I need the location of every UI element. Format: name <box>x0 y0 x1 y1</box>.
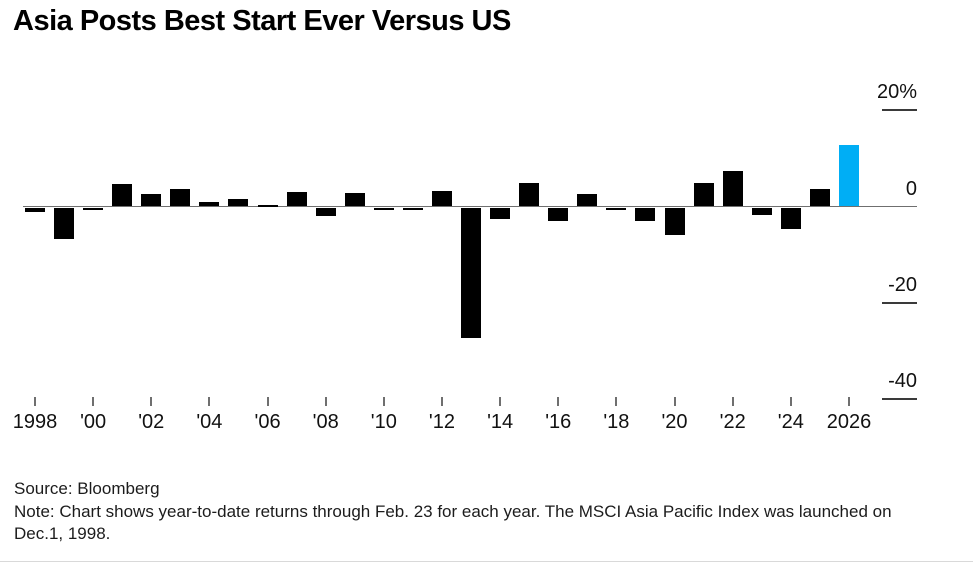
x-axis-label-2010: '10 <box>370 411 397 433</box>
x-axis-label-2026: 2026 <box>826 411 872 433</box>
x-tick-2002 <box>150 397 153 406</box>
y-axis-label--20: -20 <box>888 273 917 296</box>
y-tick-20 <box>882 109 917 112</box>
x-axis-label-2020: '20 <box>661 411 688 433</box>
bar-2004 <box>199 201 220 207</box>
bar-2019 <box>635 207 656 221</box>
x-tick-2018 <box>615 397 618 406</box>
y-tick--40 <box>882 398 917 401</box>
bar-2001 <box>112 183 133 207</box>
x-tick-2024 <box>789 397 792 406</box>
x-axis-label-2006: '06 <box>254 411 281 433</box>
x-axis-label-2004: '04 <box>196 411 223 433</box>
x-tick-2020 <box>673 397 676 406</box>
bar-2014 <box>490 207 511 219</box>
note-text: Note: Chart shows year-to-date returns t… <box>14 501 892 544</box>
y-axis-label-0: 0 <box>905 177 917 200</box>
chart-title: Asia Posts Best Start Ever Versus US <box>13 5 511 37</box>
bar-2000 <box>83 207 104 210</box>
chart-footer: Source: Bloomberg Note: Chart shows year… <box>14 478 919 546</box>
x-axis-label-2024: '24 <box>777 411 804 433</box>
bar-2006 <box>257 204 278 207</box>
bar-2009 <box>344 192 365 207</box>
x-tick-2014 <box>499 397 502 406</box>
bar-2017 <box>577 193 598 207</box>
x-tick-2012 <box>440 397 443 406</box>
x-axis-zero-line <box>23 205 917 208</box>
x-tick-2004 <box>208 397 211 406</box>
bar-2018 <box>606 207 627 210</box>
bar-2024 <box>780 207 801 230</box>
x-axis-label-2022: '22 <box>719 411 746 433</box>
bar-2003 <box>170 188 191 207</box>
bar-2025 <box>809 188 830 207</box>
source-text: Source: Bloomberg <box>14 479 160 498</box>
x-axis-label-2002: '02 <box>138 411 165 433</box>
x-tick-2006 <box>266 397 269 406</box>
x-axis-label-1998: 1998 <box>12 411 58 433</box>
x-tick-1998 <box>34 397 36 406</box>
x-axis-label-2008: '08 <box>312 411 339 433</box>
bar-2010 <box>373 207 394 210</box>
bar-2021 <box>693 182 714 207</box>
bar-2022 <box>722 170 743 207</box>
y-tick--20 <box>882 301 917 304</box>
bar-2008 <box>315 207 336 217</box>
x-tick-2022 <box>731 397 734 406</box>
bar-1998 <box>25 207 45 213</box>
bar-2005 <box>228 198 249 207</box>
bar-2012 <box>431 190 452 207</box>
bar-2015 <box>519 183 540 207</box>
x-axis-label-2018: '18 <box>603 411 630 433</box>
bar-2007 <box>286 191 307 207</box>
bar-2013 <box>461 207 482 338</box>
x-tick-2016 <box>557 397 560 406</box>
x-axis-label-2014: '14 <box>487 411 514 433</box>
y-axis-label-20: 20% <box>876 81 917 104</box>
x-tick-2000 <box>92 397 95 406</box>
bar-2011 <box>402 207 423 210</box>
x-axis-label-2000: '00 <box>80 411 107 433</box>
bar-2016 <box>548 207 569 222</box>
x-axis-label-2016: '16 <box>545 411 572 433</box>
bar-2023 <box>751 207 772 216</box>
bar-2020 <box>664 207 685 235</box>
bar-2026 <box>838 145 859 207</box>
x-tick-2008 <box>324 397 327 406</box>
bar-2002 <box>141 194 162 207</box>
x-tick-2010 <box>382 397 385 406</box>
x-tick-2026 <box>847 397 850 406</box>
y-axis-label--40: -40 <box>888 370 917 393</box>
x-axis-label-2012: '12 <box>428 411 455 433</box>
bar-1999 <box>54 207 75 240</box>
